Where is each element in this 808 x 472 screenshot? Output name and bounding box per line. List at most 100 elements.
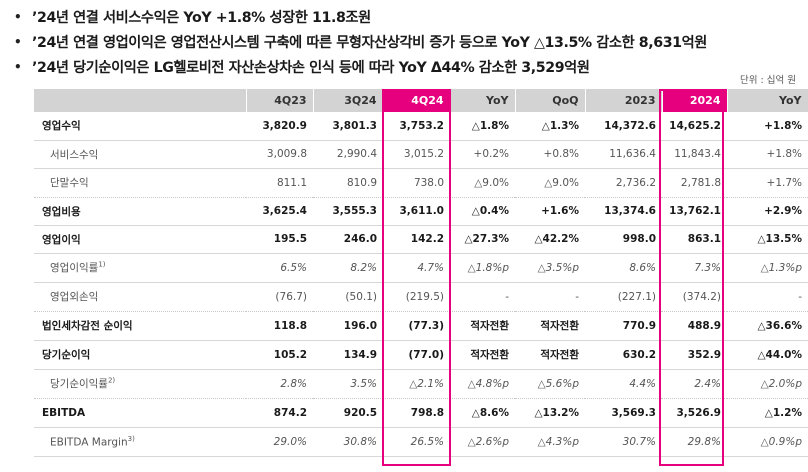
bullet-dot: • bbox=[14, 9, 22, 24]
table-cell: - bbox=[515, 282, 585, 312]
table-row: 영업이익 195.5 246.0 142.2 △27.3% △42.2% 998.0 863.… bbox=[34, 225, 808, 254]
bullet-text: ’24년 연결 서비스수익은 YoY +1.8% 성장한 11.8조원 bbox=[32, 9, 371, 26]
table-cell: 3,801.3 bbox=[313, 112, 383, 141]
table-cell: 적자전환 bbox=[450, 340, 515, 370]
table-cell: +1.6% bbox=[515, 197, 585, 226]
table-cell: (77.0) bbox=[383, 340, 450, 370]
footnote-marker: 1) bbox=[98, 260, 106, 269]
table-cell: 적자전환 bbox=[450, 311, 515, 341]
row-label: 영업이익 bbox=[34, 225, 246, 254]
table-cell: 3,753.2 bbox=[383, 112, 450, 141]
table-cell: △13.5% bbox=[727, 225, 808, 254]
table-cell: △1.3% bbox=[515, 112, 585, 141]
table-cell: △1.2% bbox=[727, 398, 808, 428]
table-cell: 134.9 bbox=[313, 340, 383, 370]
row-label-text: EBITDA bbox=[42, 406, 86, 419]
table-cell: △44.0% bbox=[727, 340, 808, 370]
table-cell: 2,990.4 bbox=[313, 140, 383, 169]
table-cell: 874.2 bbox=[246, 398, 313, 428]
row-label: 서비스수익 bbox=[34, 140, 246, 169]
row-label: 영업비용 bbox=[34, 197, 246, 226]
table-cell: (219.5) bbox=[383, 282, 450, 312]
table-cell: 195.5 bbox=[246, 225, 313, 254]
table-cell: 6.5% bbox=[246, 253, 313, 283]
table-row: 영업이익률1) 6.5% 8.2% 4.7% △1.8%p △3.5%p 8.6% 7.3% △… bbox=[34, 253, 808, 283]
header-2023: 2023 bbox=[585, 89, 663, 112]
row-label: 당기순이익 bbox=[34, 340, 246, 370]
table-cell: 8.6% bbox=[585, 253, 662, 283]
table-cell: △1.8% bbox=[450, 112, 515, 141]
table-cell: (374.2) bbox=[662, 282, 727, 312]
table-cell: △2.6%p bbox=[450, 427, 515, 457]
footnote-marker: 2) bbox=[107, 376, 116, 385]
table-cell: 3,569.3 bbox=[585, 398, 662, 428]
table-row: 영업외손익 (76.7) (50.1) (219.5) - - (227.1) (374.2)… bbox=[34, 282, 808, 312]
row-label: 법인세차감전 순이익 bbox=[34, 311, 246, 341]
table-cell: △2.1% bbox=[383, 369, 450, 399]
table-cell: (50.1) bbox=[313, 282, 383, 312]
unit-label: 단위 : 십억 원 bbox=[740, 75, 796, 86]
table-cell: △42.2% bbox=[515, 225, 585, 254]
row-label: EBITDA Margin3) bbox=[34, 427, 246, 457]
table-cell: 3,009.8 bbox=[246, 140, 313, 169]
table-cell: 105.2 bbox=[246, 340, 313, 370]
table-header-row: 4Q23 3Q24 4Q24 YoY QoQ 2023 2024 YoY bbox=[34, 89, 808, 112]
table-cell: 4.7% bbox=[383, 253, 450, 283]
table-cell: 863.1 bbox=[662, 225, 727, 254]
table-cell: 8.2% bbox=[313, 253, 383, 283]
table-cell: - bbox=[727, 282, 808, 312]
header-label bbox=[34, 89, 247, 112]
table-cell: △27.3% bbox=[450, 225, 515, 254]
table-cell: 3,820.9 bbox=[246, 112, 313, 141]
table-row: 영업비용 3,625.4 3,555.3 3,611.0 △0.4% +1.6% 13,37… bbox=[34, 197, 808, 226]
table-cell: +1.7% bbox=[727, 168, 808, 198]
table-cell: 13,762.1 bbox=[662, 197, 727, 226]
table-cell: 3,611.0 bbox=[383, 197, 450, 226]
table-cell: 998.0 bbox=[585, 225, 662, 254]
table-cell: △13.2% bbox=[515, 398, 585, 428]
table-cell: 2.8% bbox=[246, 369, 313, 399]
table-cell: 811.1 bbox=[246, 168, 313, 198]
row-label-text: 당기순이익 bbox=[42, 349, 91, 361]
row-label-text: 영업외손익 bbox=[50, 291, 99, 303]
table-cell: 26.5% bbox=[383, 427, 450, 457]
table-cell: 810.9 bbox=[313, 168, 383, 198]
table-cell: +2.9% bbox=[727, 197, 808, 226]
row-label-text: 영업수익 bbox=[42, 120, 81, 133]
header-yoy-quarter: YoY bbox=[450, 89, 516, 112]
bullet-item: • ’24년 연결 영업이익은 영업전산시스템 구축에 따른 무형자산상각비 증가… bbox=[14, 29, 804, 54]
table-cell: 142.2 bbox=[383, 225, 450, 254]
row-label-text: 영업이익 bbox=[42, 233, 81, 246]
table-cell: +1.8% bbox=[727, 112, 808, 141]
table-cell: △0.9%p bbox=[727, 427, 808, 457]
header-4q23: 4Q23 bbox=[246, 89, 314, 112]
bullet-item: • ’24년 당기순이익은 LG헬로비전 자산손상차손 인식 등에 따라 YoY … bbox=[14, 54, 804, 79]
header-3q24: 3Q24 bbox=[313, 89, 384, 112]
table-cell: △3.5%p bbox=[515, 253, 585, 283]
table-cell: 30.7% bbox=[585, 427, 662, 457]
table-cell: △9.0% bbox=[515, 168, 585, 198]
table-cell: (76.7) bbox=[246, 282, 313, 312]
table-cell: 2,781.8 bbox=[662, 168, 727, 198]
table-cell: +0.8% bbox=[515, 140, 585, 169]
table-cell: △4.3%p bbox=[515, 427, 585, 457]
table-cell: 11,843.4 bbox=[662, 140, 727, 169]
table-cell: 920.5 bbox=[313, 398, 383, 428]
row-label: 영업수익 bbox=[34, 112, 246, 141]
table-cell: △1.3%p bbox=[727, 253, 808, 283]
table-row: 법인세차감전 순이익 118.8 196.0 (77.3) 적자전환 적자전환 770.9 4… bbox=[34, 311, 808, 341]
table-cell: 3,015.2 bbox=[383, 140, 450, 169]
table-cell: 7.3% bbox=[662, 253, 727, 283]
table-cell: △8.6% bbox=[450, 398, 515, 428]
table-cell: 770.9 bbox=[585, 311, 662, 341]
footnote-marker: 3) bbox=[127, 434, 135, 443]
row-label-text: 영업비용 bbox=[42, 205, 81, 218]
table-cell: 630.2 bbox=[585, 340, 662, 370]
table-row: EBITDA 874.2 920.5 798.8 △8.6% △13.2% 3,569.3 3… bbox=[34, 398, 808, 428]
table-cell: 488.9 bbox=[662, 311, 727, 341]
table-cell: △36.6% bbox=[727, 311, 808, 341]
table-cell: △9.0% bbox=[450, 168, 515, 198]
table-cell: 2,736.2 bbox=[585, 168, 662, 198]
table-cell: 적자전환 bbox=[515, 311, 585, 341]
table-cell: (227.1) bbox=[585, 282, 662, 312]
